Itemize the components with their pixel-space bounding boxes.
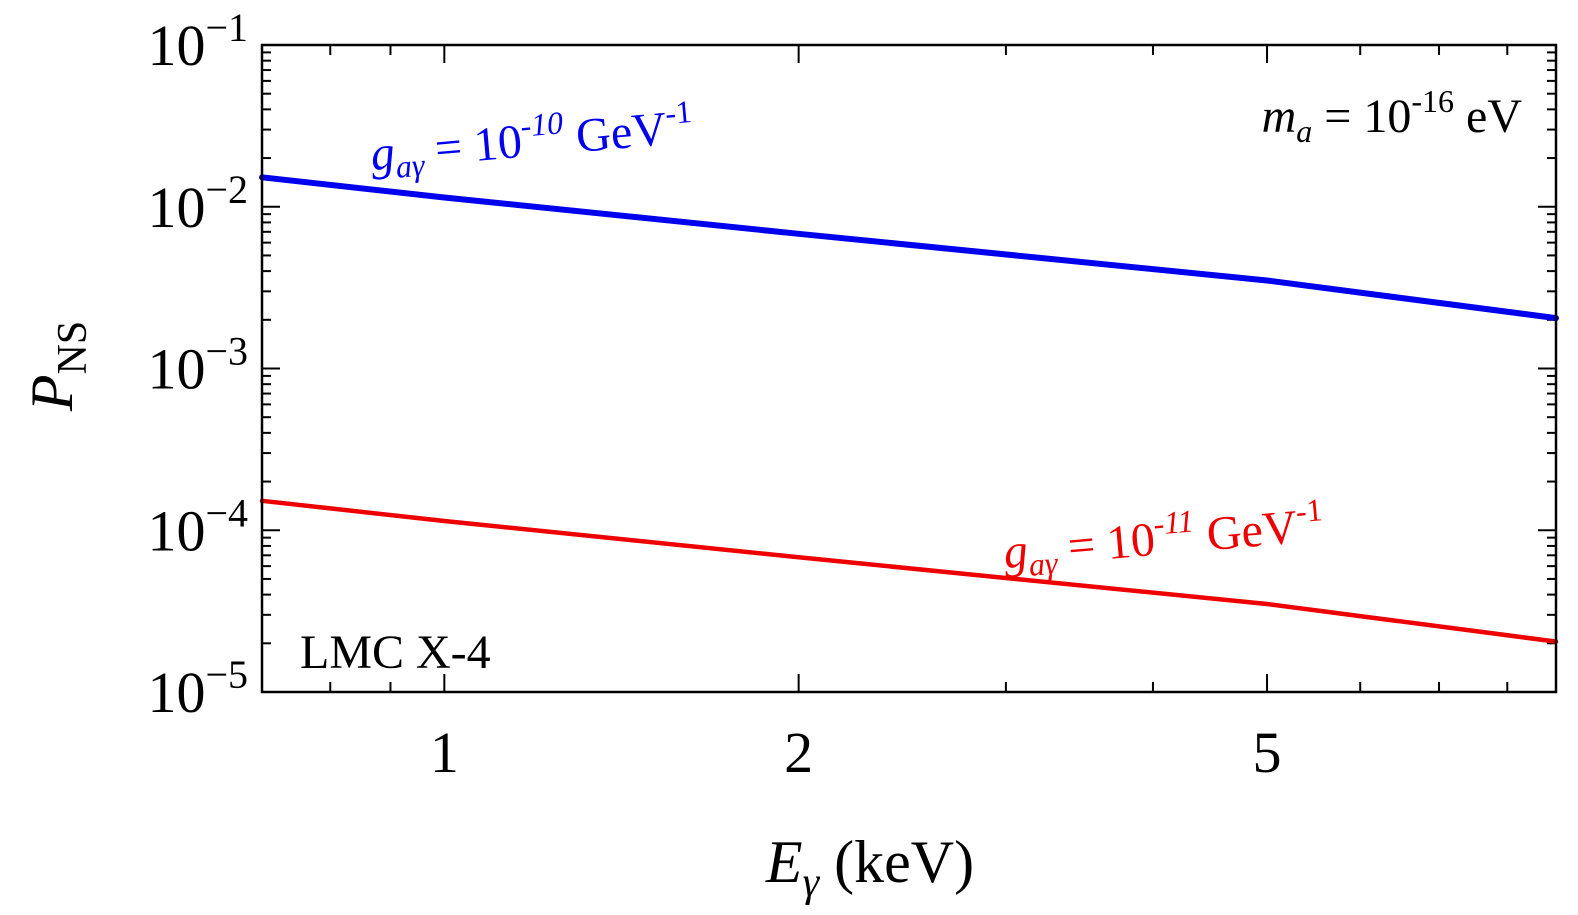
x-axis-title: Eγ (keV) — [765, 829, 974, 906]
series-line-blue — [259, 174, 1559, 322]
x-tick-label: 1 — [430, 720, 459, 785]
plot-frame — [260, 43, 1558, 694]
y-tick-label: 10−2 — [147, 167, 248, 240]
source-annotation: LMC X-4 — [300, 626, 491, 679]
y-tick-label: 10−5 — [147, 652, 248, 725]
series-label-blue: gaγ = 10-10 GeV-1 — [368, 93, 696, 187]
y-axis-title: PNS — [19, 321, 96, 412]
series-line-red — [259, 498, 1559, 644]
labels-layer: 1 2 5 10−5 10−4 10−3 10−2 10−1 — [147, 5, 1281, 785]
x-tick-label: 5 — [1253, 720, 1282, 785]
y-tick-label: 10−1 — [147, 5, 248, 78]
y-tick-label: 10−3 — [147, 329, 248, 402]
x-tick-label: 2 — [784, 720, 813, 785]
series-label-red: gaγ = 10-11 GeV-1 — [1001, 491, 1327, 585]
series-layer — [259, 174, 1559, 644]
y-tick-label: 10−4 — [147, 490, 248, 563]
mass-annotation: ma = 10-16 eV — [1262, 83, 1523, 149]
